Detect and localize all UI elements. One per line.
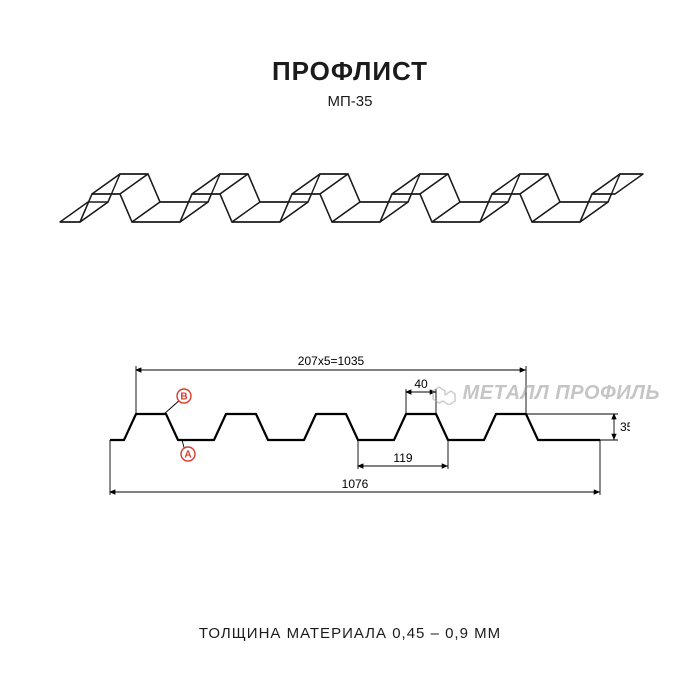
product-title: ПРОФЛИСТ (0, 56, 700, 87)
product-subtitle: МП-35 (0, 93, 700, 110)
perspective-diagram (0, 150, 700, 270)
svg-text:1076: 1076 (342, 477, 369, 491)
svg-text:40: 40 (414, 377, 428, 391)
material-thickness: ТОЛЩИНА МАТЕРИАЛА 0,45 – 0,9 ММ (0, 625, 700, 642)
svg-text:207x5=1035: 207x5=1035 (298, 354, 365, 368)
svg-text:119: 119 (393, 451, 412, 465)
header: ПРОФЛИСТ МП-35 (0, 0, 700, 110)
cross-section-diagram: 207x5=1035 40 35 119 1076 A B (0, 340, 700, 510)
svg-text:35: 35 (620, 420, 630, 434)
svg-text:B: B (180, 392, 187, 403)
svg-text:A: A (184, 450, 191, 461)
